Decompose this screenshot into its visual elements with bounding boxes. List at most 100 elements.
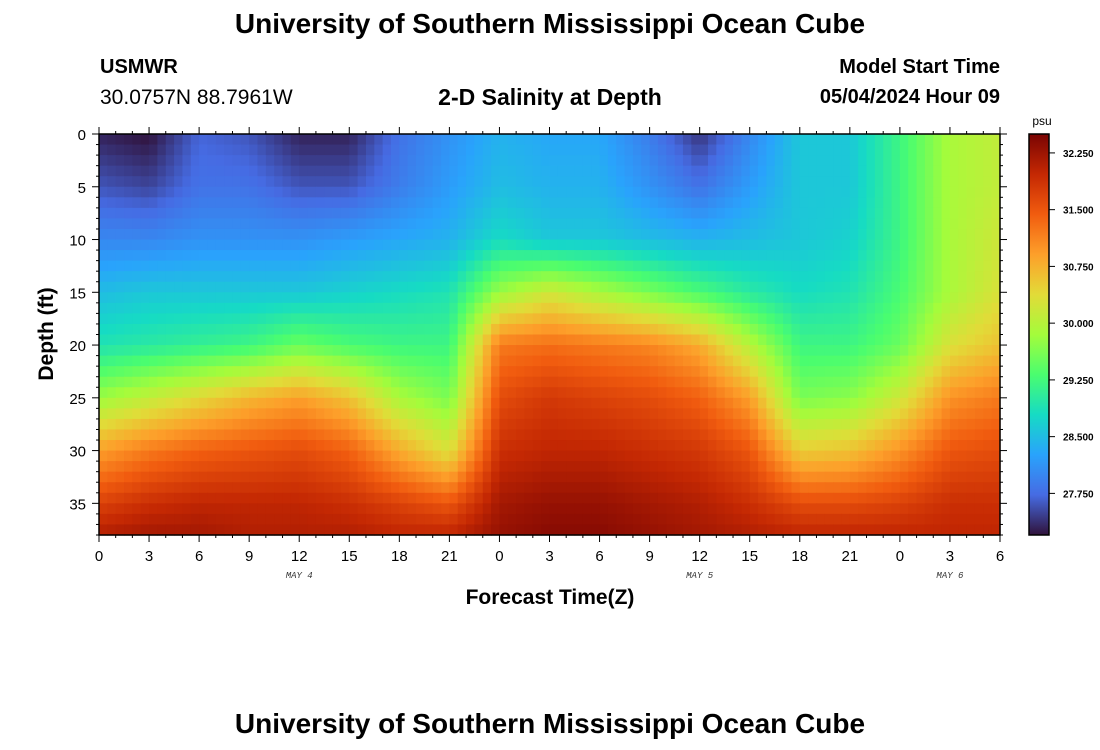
heatmap-cell	[766, 461, 776, 473]
heatmap-cell	[657, 313, 667, 325]
heatmap-cell	[207, 134, 217, 146]
x-tick-label: 0	[495, 548, 503, 565]
heatmap-cell	[399, 313, 409, 325]
heatmap-cell	[916, 134, 926, 146]
heatmap-cell	[182, 429, 192, 441]
heatmap-cell	[657, 144, 667, 156]
heatmap-cell	[849, 239, 859, 251]
heatmap-cell	[382, 207, 392, 220]
heatmap-cell	[808, 228, 818, 241]
heatmap-cell	[749, 492, 759, 504]
heatmap-cell	[257, 165, 267, 177]
heatmap-cell	[574, 345, 584, 357]
heatmap-cell	[849, 165, 859, 177]
heatmap-cell	[491, 134, 501, 146]
heatmap-cell	[240, 250, 250, 262]
heatmap-cell	[441, 418, 450, 431]
heatmap-cell	[290, 482, 300, 494]
heatmap-cell	[566, 376, 576, 388]
heatmap-cell	[407, 207, 417, 220]
heatmap-cell	[307, 134, 317, 146]
heatmap-cell	[616, 155, 626, 167]
heatmap-cell	[240, 134, 250, 146]
colorbar-unit: psu	[1032, 114, 1051, 128]
heatmap-cell	[916, 471, 926, 483]
heatmap-cell	[724, 134, 734, 146]
heatmap-cell	[791, 471, 801, 483]
heatmap-cell	[382, 197, 392, 209]
heatmap-cell	[949, 376, 959, 388]
heatmap-cell	[107, 165, 117, 177]
heatmap-cell	[357, 239, 367, 251]
heatmap-cell	[816, 144, 826, 156]
heatmap-cell	[382, 281, 392, 293]
heatmap-cell	[574, 461, 584, 473]
colorbar-tick-label: 31.500	[1063, 206, 1094, 217]
heatmap-cell	[491, 513, 501, 526]
heatmap-cell	[983, 302, 993, 314]
heatmap-cell	[632, 387, 642, 399]
heatmap-cell	[991, 397, 1001, 409]
heatmap-cell	[816, 239, 826, 251]
heatmap-cell	[99, 503, 108, 515]
heatmap-cell	[240, 440, 250, 452]
heatmap-cell	[799, 292, 809, 304]
heatmap-cell	[340, 345, 350, 357]
heatmap-cell	[682, 176, 692, 188]
heatmap-cell	[849, 461, 859, 473]
heatmap-cell	[616, 345, 626, 357]
heatmap-cell	[766, 408, 776, 420]
heatmap-cell	[841, 155, 851, 167]
heatmap-cell	[766, 250, 776, 262]
heatmap-cell	[649, 471, 659, 483]
heatmap-cell	[532, 302, 542, 314]
heatmap-cell	[983, 461, 993, 473]
heatmap-cell	[257, 250, 267, 262]
heatmap-cell	[507, 397, 517, 409]
heatmap-cell	[482, 366, 492, 378]
heatmap-cell	[674, 503, 684, 515]
heatmap-cell	[365, 429, 375, 441]
heatmap-cell	[883, 429, 893, 441]
heatmap-cell	[340, 302, 350, 314]
heatmap-cell	[632, 345, 642, 357]
heatmap-cell	[232, 513, 242, 526]
heatmap-cell	[899, 355, 909, 367]
heatmap-cell	[374, 366, 384, 378]
heatmap-cell	[265, 482, 275, 494]
heatmap-cell	[124, 492, 133, 504]
heatmap-cell	[908, 408, 918, 420]
heatmap-cell	[99, 345, 108, 357]
heatmap-cell	[682, 450, 692, 462]
heatmap-cell	[382, 302, 392, 314]
heatmap-cell	[624, 429, 634, 441]
heatmap-cell	[599, 186, 609, 198]
heatmap-cell	[941, 397, 951, 409]
heatmap-cell	[516, 524, 526, 536]
heatmap-cell	[941, 513, 951, 526]
heatmap-cell	[499, 376, 509, 388]
heatmap-cell	[340, 355, 350, 367]
heatmap-cell	[315, 440, 325, 452]
heatmap-cell	[674, 376, 684, 388]
heatmap-cell	[182, 281, 192, 293]
heatmap-cell	[724, 503, 734, 515]
heatmap-cell	[699, 450, 709, 462]
heatmap-cell	[841, 186, 851, 198]
heatmap-cell	[499, 186, 509, 198]
heatmap-cell	[132, 366, 142, 378]
heatmap-cell	[849, 218, 859, 230]
heatmap-cell	[374, 482, 384, 494]
heatmap-cell	[299, 334, 309, 346]
heatmap-cell	[891, 186, 901, 198]
heatmap-cell	[107, 366, 117, 378]
heatmap-cell	[240, 271, 250, 283]
heatmap-cell	[699, 355, 709, 367]
heatmap-cell	[424, 524, 434, 536]
heatmap-cell	[858, 134, 868, 146]
heatmap-cell	[99, 144, 108, 156]
heatmap-cell	[616, 165, 626, 177]
heatmap-cell	[749, 302, 759, 314]
heatmap-cell	[265, 281, 275, 293]
